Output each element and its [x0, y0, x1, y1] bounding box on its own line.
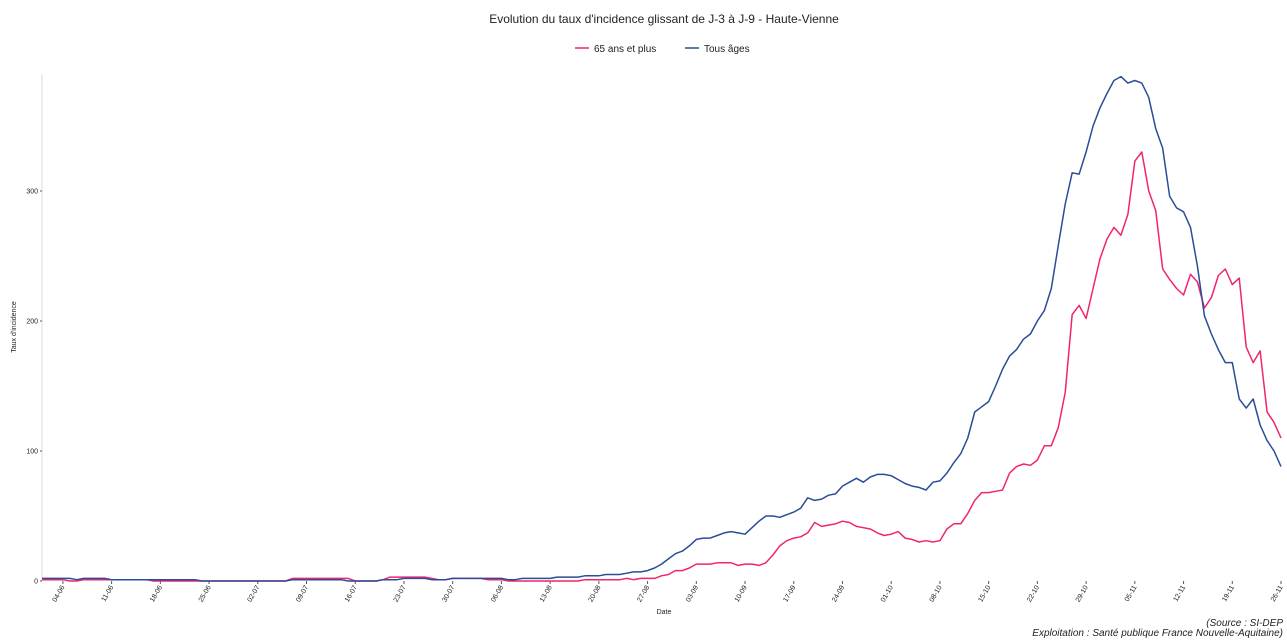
x-tick-label: 02-07 — [246, 584, 261, 603]
x-tick-label: 24-09 — [831, 584, 846, 603]
x-tick-label: 25-06 — [198, 584, 213, 603]
series-line — [42, 151, 1282, 582]
caption: (Source : SI-DEP — [1206, 618, 1283, 629]
y-tick-label: 200 — [26, 319, 38, 326]
y-axis-label: Taux d'incidence — [11, 301, 18, 353]
y-tick-label: 0 — [34, 579, 38, 586]
x-tick-label: 11-06 — [101, 584, 116, 603]
x-tick-label: 06-08 — [490, 584, 505, 603]
legend-label: 65 ans et plus — [594, 44, 656, 55]
x-tick-label: 17-09 — [782, 584, 797, 603]
x-tick-label: 23-07 — [393, 584, 408, 603]
x-tick-label: 30-07 — [441, 584, 456, 603]
x-tick-label: 01-10 — [880, 584, 895, 603]
x-tick-label: 13-08 — [539, 584, 554, 603]
chart-title: Evolution du taux d'incidence glissant d… — [489, 12, 839, 26]
x-tick-label: 10-09 — [734, 584, 749, 603]
x-tick-label: 12-11 — [1173, 584, 1188, 603]
x-tick-label: 18-06 — [149, 584, 164, 603]
caption: Exploitation : Santé publique France Nou… — [1032, 628, 1283, 639]
y-tick-label: 100 — [26, 449, 38, 456]
x-tick-label: 04-06 — [52, 584, 67, 603]
x-tick-label: 29-10 — [1075, 584, 1090, 603]
legend-label: Tous âges — [704, 44, 750, 55]
x-tick-label: 20-08 — [588, 584, 603, 603]
x-tick-label: 15-10 — [977, 584, 992, 603]
x-tick-label: 03-09 — [685, 584, 700, 603]
x-tick-label: 05-11 — [1124, 584, 1139, 603]
x-tick-label: 22-10 — [1026, 584, 1041, 603]
x-axis-label: Date — [657, 609, 672, 616]
x-tick-label: 08-10 — [929, 584, 944, 603]
x-tick-label: 19-11 — [1221, 584, 1236, 603]
x-tick-label: 26-11 — [1270, 584, 1285, 603]
x-tick-label: 16-07 — [344, 584, 359, 603]
series-line — [42, 75, 1282, 582]
y-tick-label: 300 — [26, 189, 38, 196]
x-tick-label: 27-08 — [636, 584, 651, 603]
x-tick-label: 09-07 — [295, 584, 310, 603]
